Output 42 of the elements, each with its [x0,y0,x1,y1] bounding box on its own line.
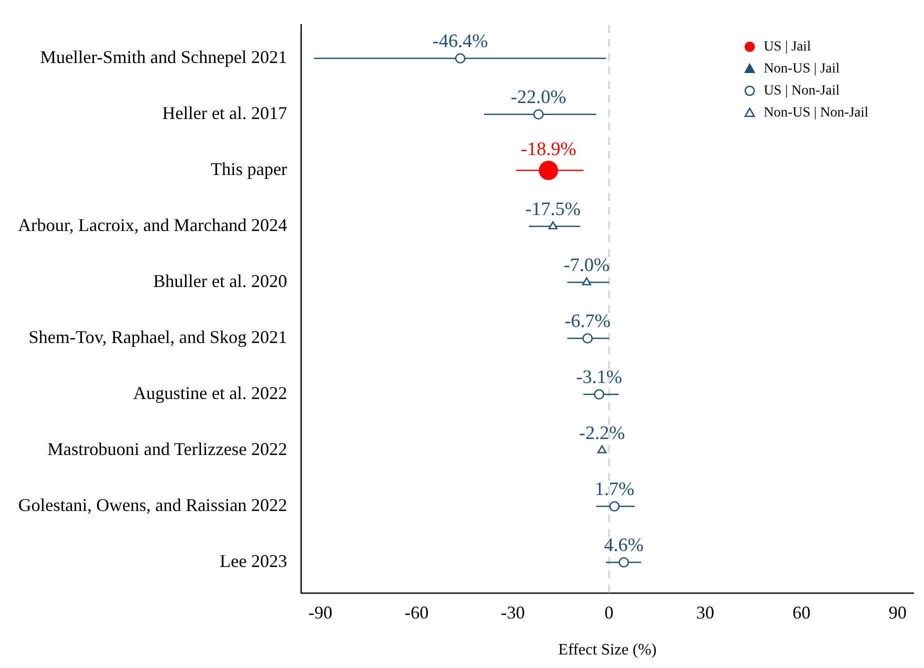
data-label: -3.1% [576,366,622,388]
y-tick-label: Lee 2023 [220,551,288,572]
data-label: -22.0% [510,86,566,108]
data-label: -2.2% [579,422,626,444]
x-axis-title: Effect Size (%) [558,642,657,659]
y-tick-label: Bhuller et al. 2020 [153,271,288,292]
data-label: 4.6% [604,534,644,556]
y-tick-label: Arbour, Lacroix, and Marchand 2024 [18,215,288,236]
point [548,221,558,230]
x-tick-label: -30 [500,602,525,623]
legend-label: Non-US | Jail [764,61,840,76]
y-tick-label: Heller et al. 2017 [162,103,288,124]
x-tick-label: 90 [888,602,907,623]
point [455,53,466,64]
point [594,389,604,400]
point [538,160,558,180]
legend-label: US | Jail [764,39,811,54]
y-tick-label: Shem-Tov, Raphael, and Skog 2021 [28,327,288,348]
x-tick-label: -90 [308,602,332,623]
data-label: 1.7% [594,478,634,500]
legend-label: Non-US | Non-Jail [764,105,868,120]
data-label: -6.7% [564,310,611,332]
data-label: -17.5% [525,198,581,220]
x-tick-label: -60 [404,602,429,623]
y-tick-label: Golestani, Owens, and Raissian 2022 [18,495,288,516]
data-label: -46.4% [432,30,488,52]
point [618,557,629,568]
legend-label: US | Non-Jail [764,83,840,98]
y-tick-label: Augustine et al. 2022 [133,383,288,404]
data-label: -7.0% [564,254,610,276]
point [597,445,607,454]
point [582,333,593,344]
x-tick-label: 60 [792,602,810,623]
point [609,501,620,512]
y-tick-label: Mastrobuoni and Terlizzese 2022 [47,439,288,460]
point [533,109,544,120]
y-tick-label: Mueller-Smith and Schnepel 2021 [40,47,288,68]
data-label: -18.9% [520,138,576,160]
y-tick-label: This paper [210,159,288,180]
x-tick-label: 0 [604,602,614,623]
x-tick-label: 30 [696,602,714,623]
point [582,277,592,286]
